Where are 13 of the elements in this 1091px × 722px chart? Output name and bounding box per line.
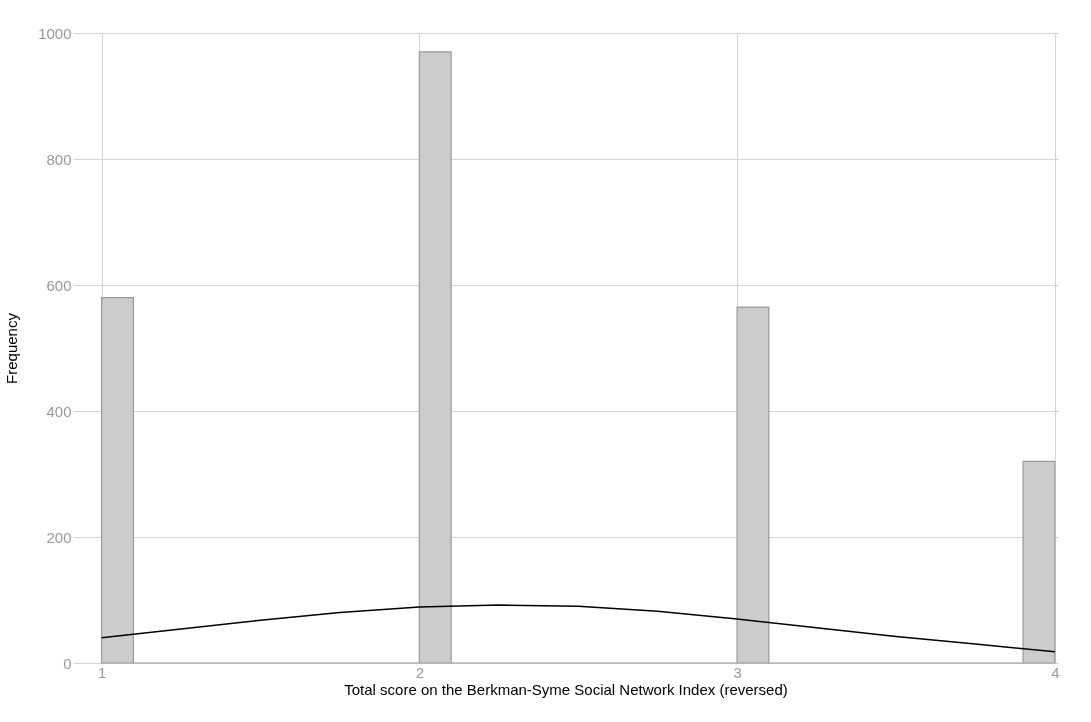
x-tick-label: 2: [415, 663, 425, 681]
y-tick-label: 400: [46, 402, 72, 420]
y-axis-title: Frequency: [3, 312, 21, 384]
y-tick-label: 800: [46, 150, 72, 168]
x-axis-title: Total score on the Berkman-Syme Social Network Index (reversed): [344, 680, 788, 698]
y-tick-label: 1000: [38, 24, 72, 42]
line-series: [100, 604, 1056, 653]
y-tick-label: 600: [46, 276, 72, 294]
y-tick-label: 0: [63, 654, 72, 672]
x-tick-label: 4: [1051, 663, 1060, 681]
x-tick-label: 3: [733, 663, 742, 681]
y-tick-label: 200: [46, 528, 72, 546]
x-tick-label: 1: [97, 663, 107, 681]
